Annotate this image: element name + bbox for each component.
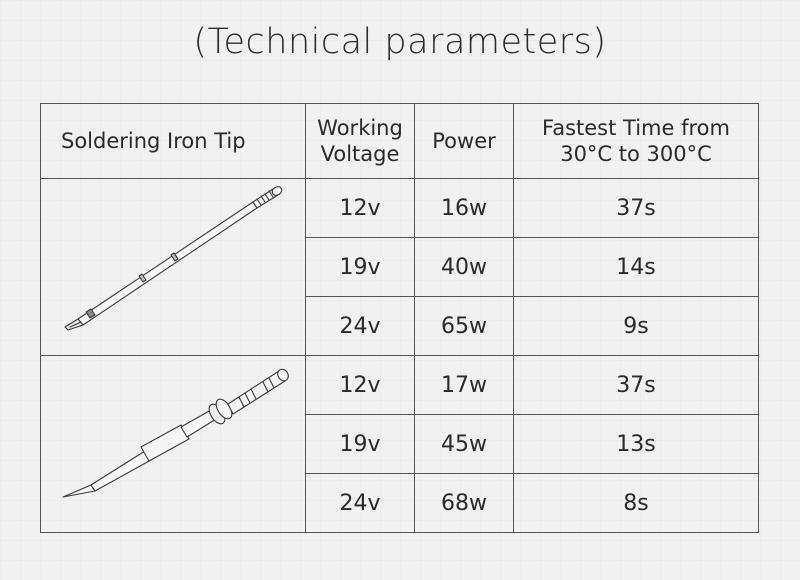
voltage-cell: 19v (305, 237, 415, 297)
header-working-voltage: Working Voltage (305, 103, 415, 179)
power-cell: 65w (414, 296, 514, 356)
header-working-voltage-line1: Working (317, 116, 403, 140)
header-working-voltage-line2: Voltage (320, 142, 400, 166)
power-cell: 16w (414, 178, 514, 238)
table-row: 19v 40w 14s (41, 237, 759, 297)
table-row: 12v 17w 37s (40, 355, 759, 533)
header-soldering-iron-tip: Soldering Iron Tip (40, 103, 306, 179)
power-cell: 45w (414, 414, 514, 474)
time-cell: 13s (513, 414, 759, 474)
technical-parameters-table: Soldering Iron Tip Working Voltage Power… (40, 103, 759, 533)
header-fastest-time: Fastest Time from 30°C to 300°C (513, 103, 759, 179)
page-title: (Technical parameters) (193, 22, 607, 62)
time-cell: 37s (513, 178, 759, 238)
table-row: 24v 65w 9s (41, 296, 759, 356)
voltage-cell: 12v (305, 178, 415, 238)
time-cell: 37s (513, 355, 759, 415)
table-row: 12v 16w 37s (40, 178, 759, 356)
power-cell: 68w (414, 473, 514, 533)
power-cell: 40w (414, 237, 514, 297)
voltage-cell: 24v (305, 296, 415, 356)
time-cell: 14s (513, 237, 759, 297)
power-cell: 17w (414, 355, 514, 415)
time-cell: 9s (513, 296, 759, 356)
tip-image-cell (40, 178, 306, 356)
voltage-cell: 19v (305, 414, 415, 474)
header-row: Soldering Iron Tip Working Voltage Power… (40, 103, 759, 179)
table-row: 24v 68w 8s (41, 473, 759, 533)
header-power: Power (414, 103, 514, 179)
chisel-tip-soldering-iron-icon (64, 186, 283, 331)
voltage-cell: 24v (305, 473, 415, 533)
time-cell: 8s (513, 473, 759, 533)
header-fastest-time-line1: Fastest Time from (542, 116, 730, 140)
conical-tip-soldering-iron-icon (62, 368, 289, 498)
table-row: 19v 45w 13s (41, 414, 759, 474)
tip-image-cell (40, 355, 306, 533)
header-fastest-time-line2: 30°C to 300°C (560, 142, 712, 166)
voltage-cell: 12v (305, 355, 415, 415)
